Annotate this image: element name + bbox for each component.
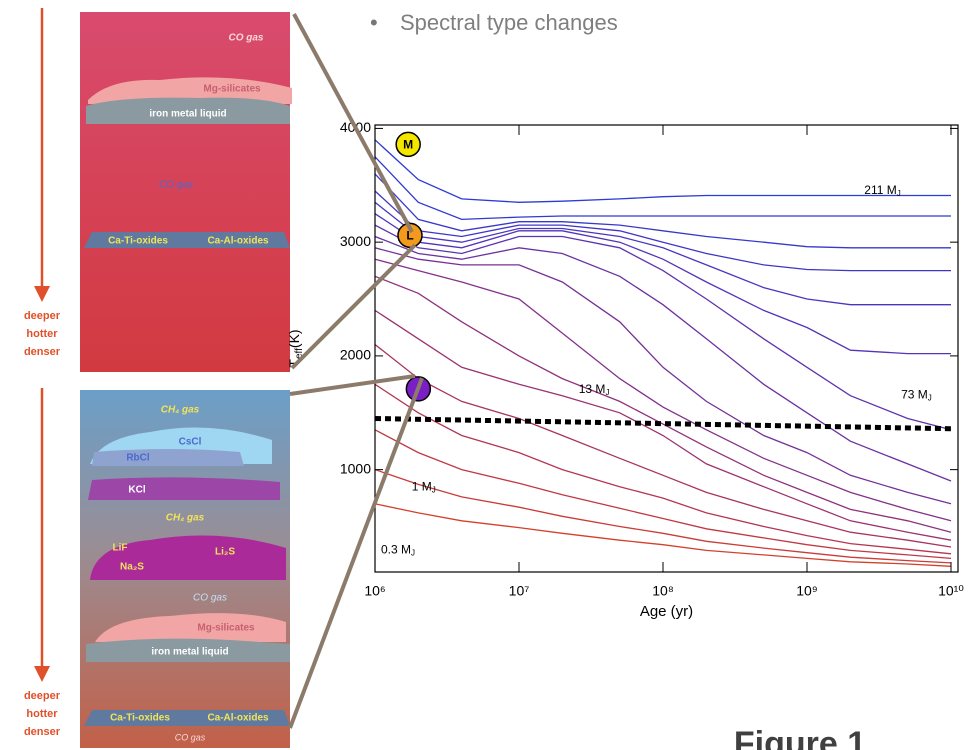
y-axis-label: Teff(K) <box>286 329 305 367</box>
y-tick-label: 1000 <box>340 460 371 476</box>
series-line <box>375 225 951 430</box>
annotation: 0.3 MJ <box>381 543 415 558</box>
label: iron metal liquid <box>149 109 226 120</box>
arrow-label: denser <box>24 346 61 358</box>
label: CsCl <box>179 437 202 448</box>
annotation-text: 1 M <box>412 479 432 493</box>
figure-caption: Figure 1 <box>734 725 866 750</box>
arrow-label: deeper <box>24 690 61 702</box>
label: Mg-silicates <box>197 623 255 634</box>
x-axis-label: Age (yr) <box>640 603 693 620</box>
x-tick-label: 10⁹ <box>796 583 818 599</box>
series-line <box>375 430 951 559</box>
plot-area <box>375 140 951 567</box>
arrow-label: denser <box>24 726 61 738</box>
annotation: 211 MJ <box>864 183 900 198</box>
annotation-text: 13 M <box>579 382 606 396</box>
series-line <box>375 248 951 504</box>
annotation-sub: J <box>897 189 901 198</box>
annotation: 1 MJ <box>412 479 436 494</box>
label: iron metal liquid <box>151 647 228 658</box>
series-line <box>375 214 951 354</box>
label: Ca-Ti-oxides <box>108 236 168 247</box>
x-tick-label: 10⁸ <box>652 583 674 599</box>
annotation-sub: J <box>432 485 436 494</box>
x-tick-label: 10⁶ <box>364 583 385 599</box>
label: Mg-silicates <box>203 84 261 95</box>
arrow-label: hotter <box>26 328 58 340</box>
series-line <box>375 470 951 563</box>
annotation-sub: J <box>928 394 932 403</box>
series-line <box>375 276 951 532</box>
annotation-sub: J <box>605 388 609 397</box>
label: CH₄ gas <box>166 513 205 524</box>
label: CH₄ gas <box>161 405 200 416</box>
annotation-text: 211 M <box>864 183 896 197</box>
x-tick-label: 10¹⁰ <box>938 583 964 599</box>
y-tick-label: 3000 <box>340 233 371 249</box>
arrow-label: deeper <box>24 310 61 322</box>
series-line <box>375 310 951 540</box>
series-line <box>375 237 951 482</box>
label: Ca-Al-oxides <box>207 236 269 247</box>
annotation-sub: J <box>411 548 415 557</box>
label: RbCl <box>126 453 150 464</box>
label: CO gas <box>159 180 193 191</box>
label: KCl <box>128 485 145 496</box>
annotation-text: 0.3 M <box>381 543 411 557</box>
label: LiF <box>113 543 128 554</box>
series-line <box>375 259 951 521</box>
diagram-bottom: CH₄ gas CsCl RbCl KCl CH₄ gas LiF Li₂S N… <box>24 388 290 748</box>
bullet-dot: • <box>370 10 378 35</box>
label: Ca-Al-oxides <box>207 713 269 724</box>
diagram-top: CO gas Mg-silicates iron metal liquid CO… <box>24 8 292 372</box>
arrow-label: hotter <box>26 708 58 720</box>
annotation: 73 MJ <box>901 388 932 403</box>
annotation-text: 73 M <box>901 388 928 402</box>
spectral-marker-label: M <box>403 138 413 152</box>
label: CO gas <box>193 593 227 604</box>
series-line <box>375 504 951 567</box>
label: Na₂S <box>120 562 144 573</box>
label: CO gas <box>175 732 206 742</box>
bullet-text: Spectral type changes <box>400 10 618 35</box>
slide: • Spectral type changes CO gas Mg-silica… <box>0 0 976 750</box>
label: Li₂S <box>215 547 235 558</box>
series-line <box>375 345 951 548</box>
y-axis-label-unit: (K) <box>286 329 302 348</box>
label: CO gas <box>228 33 263 44</box>
label: Ca-Ti-oxides <box>110 713 170 724</box>
annotation: 13 MJ <box>579 382 610 397</box>
x-tick-label: 10⁷ <box>509 583 530 599</box>
y-tick-label: 2000 <box>340 347 371 363</box>
